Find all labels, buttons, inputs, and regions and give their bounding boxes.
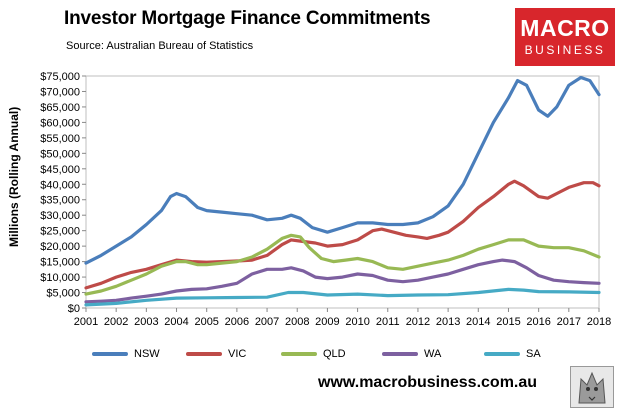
y-tick-label: $45,000 [40,164,80,176]
x-tick-label: 2003 [134,316,158,328]
chart-subtitle: Source: Australian Bureau of Statistics [66,40,254,52]
legend-swatch [281,352,317,356]
x-tick-label: 2018 [587,316,611,328]
y-tick-label: $30,000 [40,210,80,222]
y-tick-label: $65,000 [40,102,80,114]
x-tick-label: 2015 [496,316,520,328]
chart-series-lines [84,75,601,307]
website-url: www.macrobusiness.com.au [318,374,538,391]
chart-title: Investor Mortgage Finance Commitments [64,8,431,29]
legend-label: NSW [134,348,160,360]
x-tick-label: 2004 [164,316,188,328]
legend-item-qld: QLD [281,348,346,360]
y-tick-label: $15,000 [40,257,80,269]
x-tick-label: 2005 [194,316,218,328]
y-tick-label: $25,000 [40,226,80,238]
y-tick-label: $10,000 [40,272,80,284]
series-line-vic [84,179,601,290]
x-tick-label: 2016 [526,316,550,328]
series-line-sa [84,287,601,307]
legend-item-wa: WA [382,348,441,360]
legend-item-nsw: NSW [92,348,160,360]
x-tick-label: 2002 [104,316,128,328]
plot-area-border [85,75,600,309]
y-tick-label: $60,000 [40,117,80,129]
x-tick-label: 2010 [345,316,369,328]
legend-swatch [382,352,418,356]
y-tick-label: $55,000 [40,133,80,145]
logo-line-2: BUSINESS [524,43,606,57]
y-tick-label: $0 [68,303,80,315]
y-tick-label: $40,000 [40,179,80,191]
legend-label: QLD [323,348,346,360]
y-tick-label: $5,000 [46,288,80,300]
legend-label: SA [526,348,541,360]
series-line-wa [84,258,601,304]
legend-item-vic: VIC [186,348,246,360]
chart-axes: $0 $5,000 $10,000 $15,000 $20,000 $25,000 $30,… [40,71,611,328]
x-tick-label: 2008 [285,316,309,328]
x-tick-label: 2001 [74,316,98,328]
x-tick-label: 2013 [436,316,460,328]
legend-item-sa: SA [484,348,541,360]
y-tick-label: $35,000 [40,195,80,207]
macrobusiness-logo: MACRO BUSINESS [515,8,615,66]
y-tick-label: $20,000 [40,241,80,253]
wolf-logo-icon [570,366,614,408]
legend-swatch [186,352,222,356]
line-chart: $0 $5,000 $10,000 $15,000 $20,000 $25,000 $30,… [40,71,611,328]
legend-swatch [92,352,128,356]
x-tick-label: 2009 [315,316,339,328]
y-tick-label: $75,000 [40,71,80,83]
chart-legend: NSW VIC QLD WA SA [0,348,625,364]
series-line-qld [84,233,601,296]
x-tick-label: 2017 [557,316,581,328]
x-tick-label: 2007 [255,316,279,328]
x-tick-label: 2014 [466,316,490,328]
x-tick-label: 2006 [225,316,249,328]
legend-swatch [484,352,520,356]
logo-line-1: MACRO [520,15,610,41]
x-tick-label: 2011 [376,316,400,328]
y-tick-label: $50,000 [40,148,80,160]
x-tick-label: 2012 [406,316,430,328]
series-line-nsw [84,75,601,265]
legend-label: WA [424,348,442,360]
legend-label: VIC [228,348,247,360]
y-tick-label: $70,000 [40,86,80,98]
